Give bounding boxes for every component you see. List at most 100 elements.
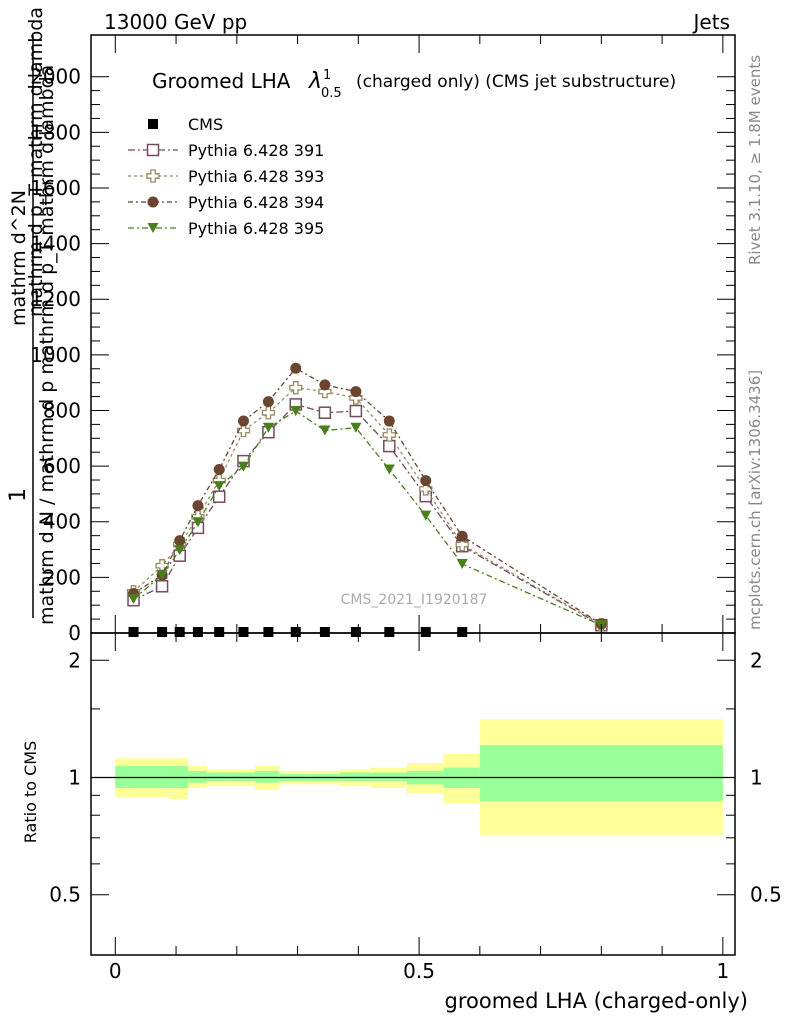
series-point bbox=[174, 535, 186, 547]
ratio-y-tick-label: 0.5 bbox=[49, 883, 81, 907]
upper-y-axis-label: 1 mathrm d N / mathrm d p mathrm d p_T m… bbox=[6, 7, 58, 625]
cms-point bbox=[157, 627, 168, 637]
process-label: Jets bbox=[692, 10, 730, 34]
series-point bbox=[128, 594, 140, 605]
series-point bbox=[213, 463, 225, 475]
ratio-panel: 0.5 0.5 1 1 2 2 bbox=[49, 632, 782, 956]
series-point bbox=[382, 428, 396, 442]
legend-marker bbox=[146, 169, 160, 183]
ylabel-denominator: mathrm d N / mathrm d p mathrm d p_T mat… bbox=[36, 65, 58, 625]
legend-item: Pythia 6.428 393 bbox=[128, 167, 324, 186]
cms-point bbox=[214, 627, 225, 637]
series-point bbox=[456, 530, 468, 542]
cms-point bbox=[290, 627, 301, 637]
upper-y-tick-label: 800 bbox=[43, 398, 81, 422]
series-point bbox=[383, 464, 395, 475]
ratio-inner-band bbox=[255, 770, 280, 783]
series-point bbox=[290, 362, 302, 374]
series-point bbox=[419, 482, 433, 496]
series-line bbox=[133, 367, 602, 625]
ratio-inner-band bbox=[340, 772, 371, 781]
series-point bbox=[319, 425, 331, 436]
cms-point bbox=[192, 627, 203, 637]
series-point bbox=[213, 481, 225, 492]
series-point bbox=[420, 510, 432, 521]
legend-marker bbox=[148, 119, 158, 129]
x-tick-label: 1 bbox=[716, 959, 729, 983]
upper-y-tick-label: 600 bbox=[43, 454, 81, 478]
ylabel-fraction-top: mathrm d^2N bbox=[8, 190, 30, 326]
energy-label: 13000 GeV pp bbox=[104, 10, 247, 34]
ratio-y-tick-label-right: 1 bbox=[750, 765, 763, 789]
series-point bbox=[319, 379, 331, 391]
title-superscript: 1 bbox=[323, 68, 331, 83]
upper-y-tick-label: 1200 bbox=[30, 287, 81, 311]
series-point bbox=[349, 404, 363, 418]
plot-title: Groomed LHA λ 1 0.5 (charged only) (CMS … bbox=[152, 68, 676, 101]
series-point bbox=[262, 422, 274, 433]
upper-y-tick-label: 1000 bbox=[30, 343, 81, 367]
upper-y-tick-label: 1600 bbox=[30, 176, 81, 200]
ylabel-fraction-bottom: mathrm d p_T mathrm d lambda bbox=[25, 7, 47, 317]
upper-y-tick-label: 0 bbox=[68, 621, 81, 645]
ratio-y-tick-label-right: 2 bbox=[750, 648, 763, 672]
legend-label: Pythia 6.428 391 bbox=[188, 141, 324, 160]
upper-plot-series bbox=[126, 362, 608, 637]
series-point bbox=[350, 386, 362, 398]
series-point bbox=[290, 406, 302, 417]
cms-point bbox=[263, 627, 274, 637]
x-axis-label: groomed LHA (charged-only) bbox=[445, 989, 748, 1013]
series-point bbox=[383, 415, 395, 427]
legend-item: CMS bbox=[148, 115, 223, 134]
series-point bbox=[236, 423, 251, 438]
cms-series bbox=[128, 627, 468, 637]
title-lambda: λ bbox=[308, 69, 322, 94]
ratio-y-tick-label-right: 0.5 bbox=[750, 883, 782, 907]
ratio-inner-band bbox=[188, 770, 207, 783]
legend-item: Pythia 6.428 394 bbox=[128, 193, 324, 212]
cms-point bbox=[350, 627, 361, 637]
series-point bbox=[237, 415, 249, 427]
series-point bbox=[455, 537, 469, 552]
series-point bbox=[174, 545, 186, 556]
series-4 bbox=[128, 406, 607, 631]
legend-label: Pythia 6.428 394 bbox=[188, 193, 324, 212]
upper-y-tick-label: 1400 bbox=[30, 232, 81, 256]
series-point bbox=[192, 517, 204, 528]
series-point bbox=[289, 381, 303, 395]
title-main: Groomed LHA bbox=[152, 69, 291, 93]
series-point bbox=[456, 559, 468, 570]
series-point bbox=[262, 396, 274, 408]
cms-point bbox=[238, 627, 249, 637]
series-point bbox=[156, 570, 168, 581]
legend-item: Pythia 6.428 395 bbox=[128, 219, 324, 238]
cms-point bbox=[420, 627, 431, 637]
series-point bbox=[261, 406, 276, 420]
legend-marker bbox=[146, 143, 160, 157]
legend-label: CMS bbox=[188, 115, 223, 134]
series-point bbox=[350, 422, 362, 433]
ratio-inner-band bbox=[230, 772, 256, 781]
ratio-inner-band bbox=[479, 745, 723, 802]
legend-marker bbox=[147, 196, 159, 208]
series-point bbox=[383, 439, 396, 453]
upper-y-tick-label: 400 bbox=[43, 510, 81, 534]
ratio-y-tick-label: 1 bbox=[68, 765, 81, 789]
ratio-inner-band bbox=[206, 772, 231, 781]
x-tick-label: 0.5 bbox=[403, 959, 435, 983]
series-point bbox=[237, 461, 249, 472]
ylabel-numerator: 1 bbox=[6, 488, 31, 502]
ratio-inner-band bbox=[370, 772, 407, 781]
mcplots-label: mcplots.cern.ch [arXiv:1306.3436] bbox=[746, 370, 764, 630]
ratio-axis-ticks: 0.5 0.5 1 1 2 2 bbox=[49, 648, 782, 906]
rivet-label: Rivet 3.1.10, ≥ 1.8M events bbox=[746, 55, 764, 265]
cms-point bbox=[384, 627, 395, 637]
ratio-plot-frame bbox=[90, 632, 736, 956]
upper-panel: 0 200 400 600 800 1000 1200 1400 1600 1800 2000 bbox=[30, 34, 736, 645]
ratio-y-axis-label: Ratio to CMS bbox=[21, 741, 40, 843]
legend: CMS Pythia 6.428 391 Pythia 6.428 393 Pythi… bbox=[128, 115, 324, 238]
upper-axis-ticks: 0 200 400 600 800 1000 1200 1400 1600 1800 2000 bbox=[30, 65, 735, 645]
series-point bbox=[318, 406, 332, 419]
